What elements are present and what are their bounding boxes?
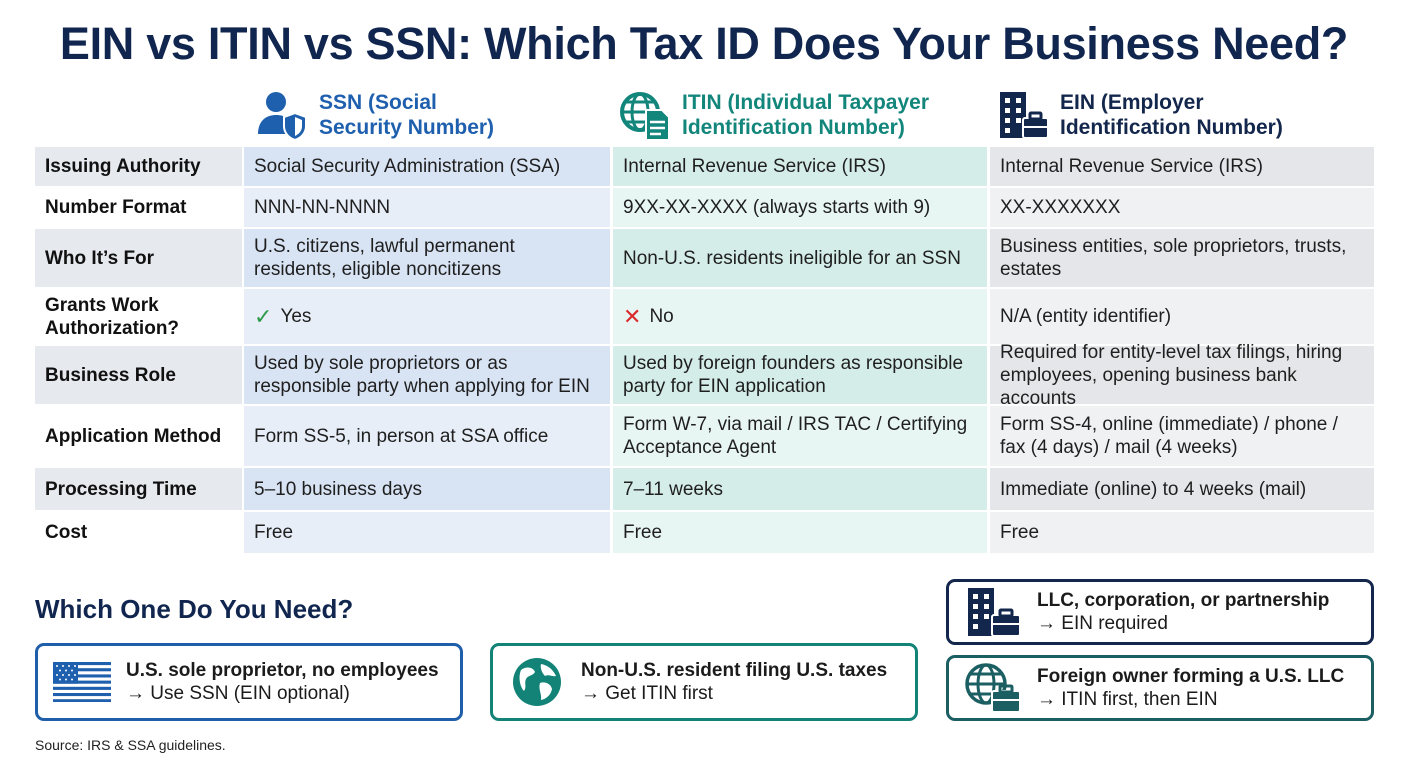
checkmark-icon: ✓ bbox=[254, 304, 273, 329]
column-title-ssn-line1: SSN (Social bbox=[319, 91, 437, 114]
itin-cell: Free bbox=[610, 512, 987, 553]
itin-cell: Internal Revenue Service (IRS) bbox=[610, 147, 987, 186]
ein-cell: XX-XXXXXXX bbox=[987, 188, 1374, 227]
building-briefcase-icon bbox=[963, 586, 1023, 638]
ssn-cell: Used by sole proprietors or as responsib… bbox=[242, 346, 610, 404]
row-label: Application Method bbox=[35, 406, 242, 466]
table-row: Cost Free Free Free bbox=[35, 512, 1374, 555]
card-action: → Get ITIN first bbox=[581, 683, 713, 704]
itin-cell: Form W-7, via mail / IRS TAC / Certifyin… bbox=[610, 406, 987, 466]
column-title-ssn-line2: Security Number) bbox=[319, 116, 495, 139]
card-title: Foreign owner forming a U.S. LLC bbox=[1037, 666, 1345, 687]
recommendation-card-entity: LLC, corporation, or partnership → EIN r… bbox=[946, 579, 1374, 645]
card-action: → ITIN first, then EIN bbox=[1037, 689, 1218, 710]
recommendation-card-foreign-owner: Foreign owner forming a U.S. LLC → ITIN … bbox=[946, 655, 1374, 721]
column-header-ein: EIN (Employer Identification Number) bbox=[996, 86, 1366, 144]
comparison-table: Issuing Authority Social Security Admini… bbox=[35, 147, 1374, 555]
ein-cell: N/A (entity identifier) bbox=[987, 289, 1374, 344]
recommendation-card-sole-proprietor: U.S. sole proprietor, no employees → Use… bbox=[35, 643, 463, 721]
column-header-ssn: SSN (Social Security Number) bbox=[255, 86, 595, 144]
row-label: Grants Work Authorization? bbox=[35, 289, 242, 344]
cross-icon: ✕ bbox=[623, 304, 642, 329]
ssn-cell: NNN-NN-NNNN bbox=[242, 188, 610, 227]
row-label: Processing Time bbox=[35, 468, 242, 510]
table-row: Business Role Used by sole proprietors o… bbox=[35, 342, 1374, 409]
itin-cell: 9XX-XX-XXXX (always starts with 9) bbox=[610, 188, 987, 227]
row-label: Business Role bbox=[35, 346, 242, 404]
globe-icon bbox=[507, 656, 567, 708]
row-label: Number Format bbox=[35, 188, 242, 227]
card-title: U.S. sole proprietor, no employees bbox=[126, 660, 439, 681]
ein-cell: Business entities, sole proprietors, tru… bbox=[987, 229, 1374, 287]
ssn-cell: Social Security Administration (SSA) bbox=[242, 147, 610, 186]
column-title-ein-line2: Identification Number) bbox=[1060, 116, 1283, 139]
table-row: Number Format NNN-NN-NNNN 9XX-XX-XXXX (a… bbox=[35, 188, 1374, 229]
ein-cell: Internal Revenue Service (IRS) bbox=[987, 147, 1374, 186]
row-label: Issuing Authority bbox=[35, 147, 242, 186]
card-action: → Use SSN (EIN optional) bbox=[126, 683, 350, 704]
ssn-cell: ✓ Yes bbox=[242, 289, 610, 344]
ein-cell: Free bbox=[987, 512, 1374, 553]
page-title: EIN vs ITIN vs SSN: Which Tax ID Does Yo… bbox=[59, 18, 1349, 69]
row-label: Cost bbox=[35, 512, 242, 553]
table-row: Application Method Form SS-5, in person … bbox=[35, 406, 1374, 468]
column-title-itin-line1: ITIN (Individual Taxpayer bbox=[682, 91, 929, 114]
globe-briefcase-icon bbox=[963, 662, 1023, 714]
table-row: Who It’s For U.S. citizens, lawful perma… bbox=[35, 229, 1374, 289]
column-header-itin: ITIN (Individual Taxpayer Identification … bbox=[618, 86, 978, 144]
building-briefcase-icon bbox=[996, 88, 1050, 142]
itin-cell: Used by foreign founders as responsible … bbox=[610, 346, 987, 404]
itin-cell: 7–11 weeks bbox=[610, 468, 987, 510]
ssn-cell: Form SS-5, in person at SSA office bbox=[242, 406, 610, 466]
person-shield-icon bbox=[255, 88, 309, 142]
section-title: Which One Do You Need? bbox=[35, 594, 354, 624]
recommendation-card-non-resident: Non-U.S. resident filing U.S. taxes → Ge… bbox=[490, 643, 918, 721]
card-title: Non-U.S. resident filing U.S. taxes bbox=[581, 660, 888, 681]
source-note: Source: IRS & SSA guidelines. bbox=[35, 737, 226, 753]
row-label: Who It’s For bbox=[35, 229, 242, 287]
column-title-itin-line2: Identification Number) bbox=[682, 116, 905, 139]
column-title-ein-line1: EIN (Employer bbox=[1060, 91, 1204, 114]
ssn-cell: 5–10 business days bbox=[242, 468, 610, 510]
ein-cell: Form SS-4, online (immediate) / phone / … bbox=[987, 406, 1374, 466]
itin-cell: ✕ No bbox=[610, 289, 987, 344]
us-flag-icon bbox=[52, 656, 112, 708]
ssn-work-auth-value: Yes bbox=[280, 306, 312, 327]
itin-work-auth-value: No bbox=[649, 306, 674, 327]
card-action: → EIN required bbox=[1037, 613, 1168, 634]
card-title: LLC, corporation, or partnership bbox=[1037, 590, 1330, 611]
table-row: Processing Time 5–10 business days 7–11 … bbox=[35, 468, 1374, 512]
itin-cell: Non-U.S. residents ineligible for an SSN bbox=[610, 229, 987, 287]
ein-cell: Immediate (online) to 4 weeks (mail) bbox=[987, 468, 1374, 510]
globe-document-icon bbox=[618, 88, 672, 142]
table-row: Issuing Authority Social Security Admini… bbox=[35, 147, 1374, 188]
table-row: Grants Work Authorization? ✓ Yes ✕ No N/… bbox=[35, 289, 1374, 346]
ssn-cell: Free bbox=[242, 512, 610, 553]
ssn-cell: U.S. citizens, lawful permanent resident… bbox=[242, 229, 610, 287]
ein-cell: Required for entity-level tax filings, h… bbox=[987, 342, 1374, 409]
